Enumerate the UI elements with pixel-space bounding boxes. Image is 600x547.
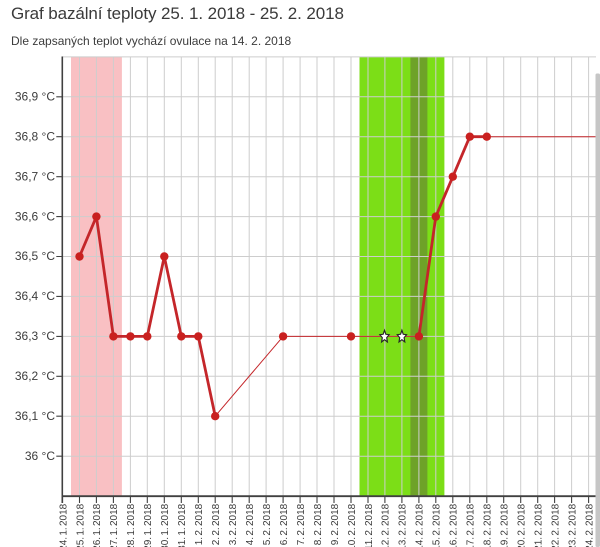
svg-text:36,7 °C: 36,7 °C [15,169,55,183]
svg-text:7. 2. 2018: 7. 2. 2018 [296,503,307,545]
svg-text:31. 1. 2018: 31. 1. 2018 [177,503,188,547]
svg-text:26. 1. 2018: 26. 1. 2018 [92,503,103,547]
svg-text:22. 2. 2018: 22. 2. 2018 [550,503,561,547]
svg-text:30. 1. 2018: 30. 1. 2018 [160,503,171,547]
svg-text:36,4 °C: 36,4 °C [15,289,55,303]
svg-text:13. 2. 2018: 13. 2. 2018 [398,503,409,547]
svg-text:12. 2. 2018: 12. 2. 2018 [381,503,392,547]
svg-text:20. 2. 2018: 20. 2. 2018 [517,503,528,547]
svg-text:29. 1. 2018: 29. 1. 2018 [143,503,154,547]
svg-text:2. 2. 2018: 2. 2. 2018 [211,503,222,545]
svg-text:24. 2. 2018: 24. 2. 2018 [584,503,595,547]
svg-text:36,3 °C: 36,3 °C [15,329,55,343]
svg-text:15. 2. 2018: 15. 2. 2018 [432,503,443,547]
svg-text:1. 2. 2018: 1. 2. 2018 [194,503,205,545]
svg-text:5. 2. 2018: 5. 2. 2018 [262,503,273,545]
svg-text:8. 2. 2018: 8. 2. 2018 [313,503,324,545]
svg-text:36,8 °C: 36,8 °C [15,129,55,143]
svg-text:27. 1. 2018: 27. 1. 2018 [109,503,120,547]
svg-text:6. 2. 2018: 6. 2. 2018 [279,503,290,545]
svg-text:10. 2. 2018: 10. 2. 2018 [347,503,358,547]
svg-text:36,5 °C: 36,5 °C [15,249,55,263]
svg-text:17. 2. 2018: 17. 2. 2018 [466,503,477,547]
svg-text:18. 2. 2018: 18. 2. 2018 [483,503,494,547]
svg-text:25. 1. 2018: 25. 1. 2018 [75,503,86,547]
svg-text:21. 2. 2018: 21. 2. 2018 [534,503,545,547]
svg-text:36,1 °C: 36,1 °C [15,409,55,423]
svg-text:19. 2. 2018: 19. 2. 2018 [500,503,511,547]
svg-text:36,2 °C: 36,2 °C [15,369,55,383]
svg-text:11. 2. 2018: 11. 2. 2018 [364,503,375,547]
svg-text:24. 1. 2018: 24. 1. 2018 [58,503,69,547]
svg-text:16. 2. 2018: 16. 2. 2018 [449,503,460,547]
svg-text:28. 1. 2018: 28. 1. 2018 [126,503,137,547]
svg-text:9. 2. 2018: 9. 2. 2018 [330,503,341,545]
svg-text:36,9 °C: 36,9 °C [15,90,55,104]
svg-text:3. 2. 2018: 3. 2. 2018 [228,503,239,545]
svg-text:4. 2. 2018: 4. 2. 2018 [245,503,256,545]
svg-text:14. 2. 2018: 14. 2. 2018 [415,503,426,547]
svg-text:36 °C: 36 °C [25,449,55,463]
svg-text:36,6 °C: 36,6 °C [15,209,55,223]
svg-text:23. 2. 2018: 23. 2. 2018 [567,503,578,547]
